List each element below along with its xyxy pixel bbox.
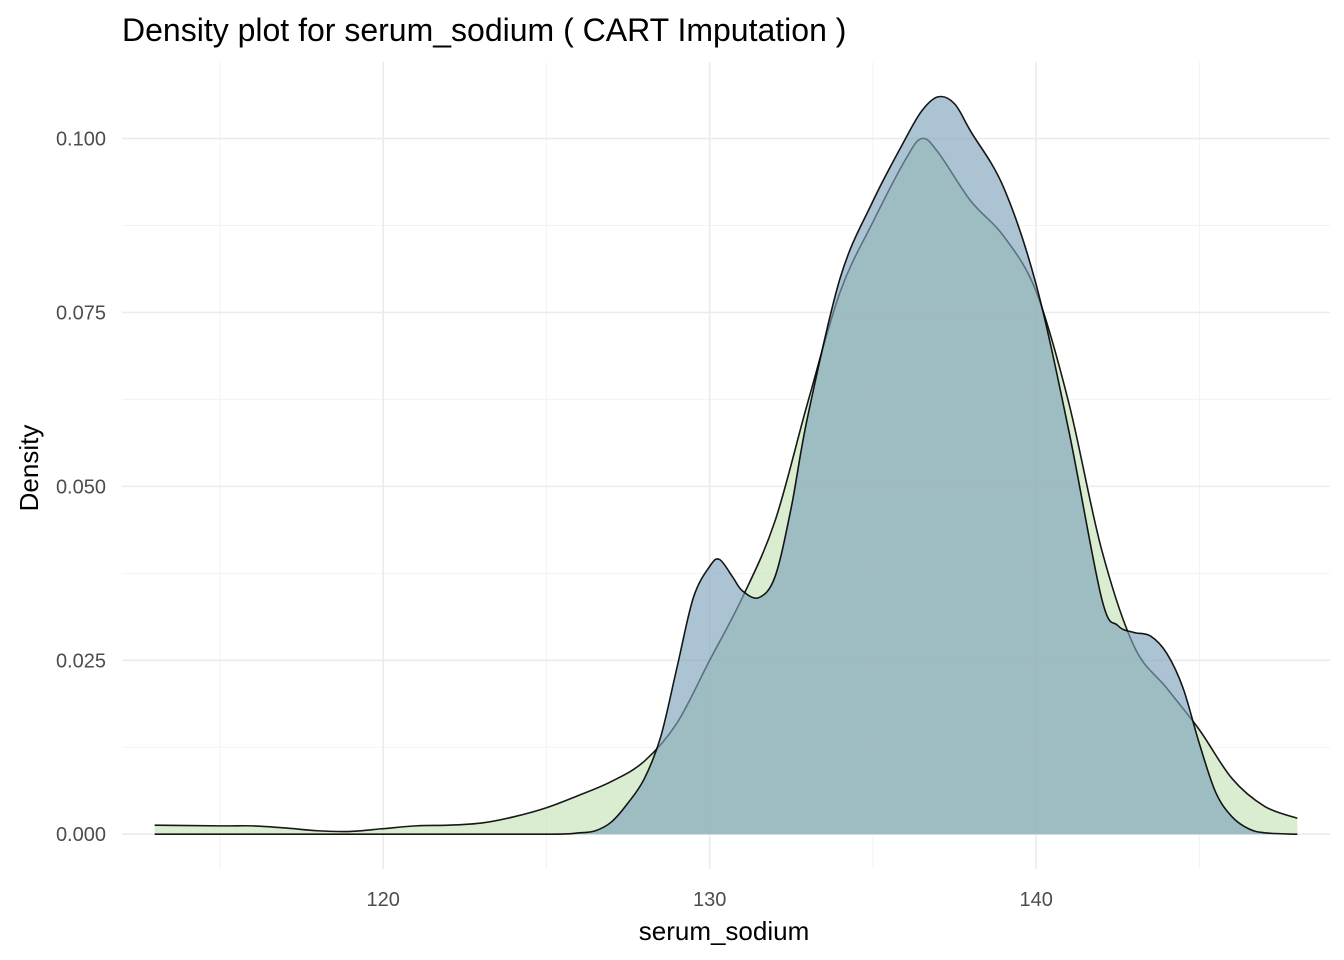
x-tick-label: 120 [367, 889, 400, 911]
x-axis-title: serum_sodium [639, 916, 810, 946]
y-tick-label: 0.100 [56, 129, 106, 151]
y-axis-title: Density [14, 425, 44, 512]
y-tick-label: 0.075 [56, 302, 106, 324]
x-tick-label: 140 [1019, 889, 1052, 911]
density-area-2 [154, 96, 1298, 835]
tick-labels: 120 130 140 0.000 0.025 0.050 0.075 0.100 [56, 129, 1053, 911]
y-tick-label: 0.025 [56, 650, 106, 672]
density-series [154, 95, 1298, 836]
x-tick-label: 130 [693, 889, 726, 911]
y-tick-label: 0.000 [56, 824, 106, 846]
density-line-2 [154, 95, 1298, 836]
y-tick-label: 0.050 [56, 476, 106, 498]
chart-title: Density plot for serum_sodium ( CART Imp… [122, 12, 846, 48]
density-line-1 [154, 137, 1298, 833]
